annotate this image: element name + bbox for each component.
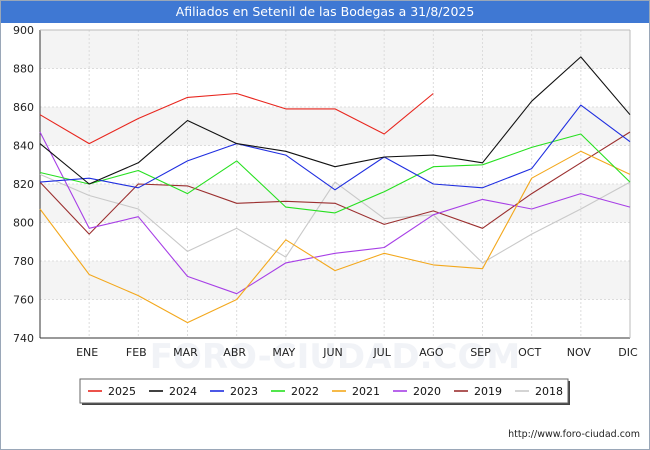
watermark: FORO-CIUDAD.COM [150,337,521,377]
series-line-2024 [39,56,631,185]
x-tick-label: MAY [272,346,295,359]
x-tick-label: JUL [372,346,391,359]
series-line-2022 [39,133,631,214]
legend-label-2024: 2024 [169,385,197,398]
axes: 740 760 780 800 820 840 860 880 900 ENE FEB MAR ABR M… [13,24,638,359]
series-line-2019 [39,131,631,235]
legend-label-2025: 2025 [108,385,136,398]
x-tick-label: OCT [518,346,541,359]
legend-label-2021: 2021 [352,385,380,398]
legend-label-2020: 2020 [413,385,441,398]
series-line-2023 [39,104,631,191]
series-line-2020 [39,131,631,295]
x-tick-label: ABR [223,346,246,359]
y-tick-label: 760 [13,294,34,307]
x-tick-label: NOV [567,346,592,359]
y-tick-label: 740 [13,332,34,345]
y-tick-label: 780 [13,255,34,268]
legend: 2025 2024 2023 2022 2021 2020 2019 2018 [79,378,570,405]
legend-label-2019: 2019 [474,385,502,398]
x-tick-label: DIC [618,346,638,359]
y-tick-label: 840 [13,140,34,153]
chart-title: Afiliados en Setenil de las Bodegas a 31… [1,1,649,23]
x-tick-label: FEB [126,346,147,359]
x-tick-label: SEP [470,346,491,359]
x-tick-label: JUN [322,346,343,359]
x-tick-label: MAR [173,346,198,359]
series-lines [39,56,631,324]
series-line-2025 [39,92,434,145]
source-link[interactable]: http://www.foro-ciudad.com [508,429,640,440]
y-tick-label: 800 [13,217,34,230]
series-line-2018 [39,173,631,264]
series-line-2021 [39,150,631,324]
y-tick-label: 900 [13,24,34,37]
legend-label-2023: 2023 [230,385,258,398]
y-tick-label: 820 [13,178,34,191]
legend-label-2022: 2022 [291,385,319,398]
y-tick-label: 880 [13,63,34,76]
y-tick-label: 860 [13,101,34,114]
legend-label-2018: 2018 [535,385,563,398]
x-tick-label: AGO [419,346,444,359]
x-tick-label: ENE [76,346,98,359]
